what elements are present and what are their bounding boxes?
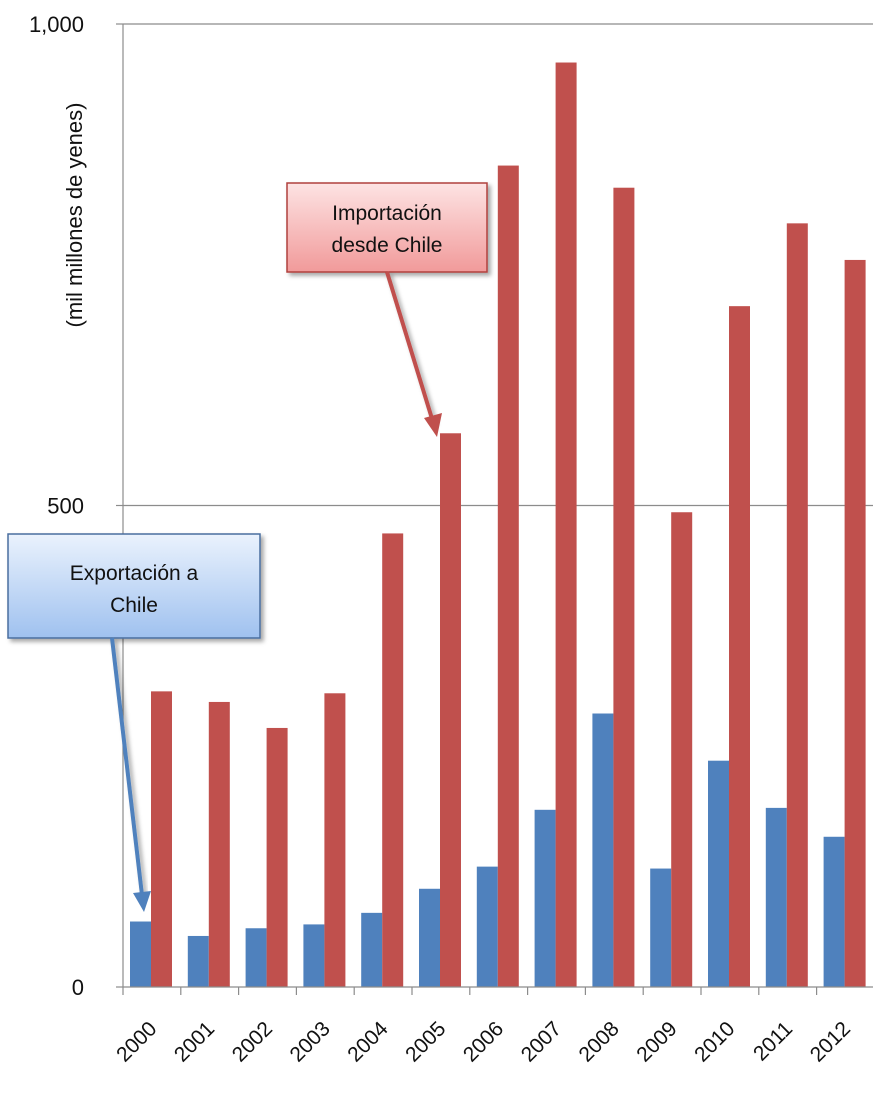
export-bar-2012 [823, 836, 845, 987]
import-bar-2008 [613, 187, 635, 987]
import-bar-2012 [844, 259, 866, 987]
axes [116, 23, 873, 995]
export-bar-2003 [303, 924, 325, 987]
import-bar-2005 [440, 433, 461, 987]
x-tick-label: 2000 [112, 1017, 161, 1066]
x-tick-label: 2010 [690, 1017, 739, 1066]
import-callout-arrow [385, 271, 442, 437]
y-axis-label: (mil millones de yenes) [62, 103, 87, 328]
import-bar-2007 [555, 62, 577, 987]
export-callout-line-2: Chile [110, 594, 158, 617]
import-bar-2003 [324, 693, 346, 987]
import-callout-line-2: desde Chile [332, 234, 443, 257]
x-tick-label: 2011 [749, 1017, 797, 1065]
import-callout-box [286, 182, 488, 273]
export-callout: Exportación a Chile [7, 533, 261, 639]
export-bar-2004 [361, 912, 383, 987]
export-bar-2010 [708, 760, 729, 987]
x-tick-label: 2004 [343, 1017, 393, 1067]
x-tick-label: 2005 [401, 1017, 450, 1066]
x-tick-label: 2008 [575, 1017, 624, 1066]
y-tick-label: 0 [72, 975, 84, 1000]
export-bar-2001 [187, 935, 209, 987]
y-tick-labels: 0 500 1,000 [29, 12, 84, 1000]
export-callout-arrow [110, 637, 151, 912]
x-tick-label: 2012 [806, 1017, 855, 1066]
x-tick-label: 2003 [286, 1017, 335, 1066]
export-bar-2005 [419, 888, 440, 987]
export-callout-box [7, 533, 261, 639]
x-tick-label: 2009 [632, 1017, 681, 1066]
import-bar-2004 [382, 533, 404, 987]
y-tick-label: 1,000 [29, 12, 84, 37]
import-bar-2010 [729, 306, 750, 987]
import-bar-2001 [208, 701, 230, 987]
export-bar-2007 [534, 809, 556, 987]
export-bar-2002 [245, 928, 267, 987]
x-tick-label: 2006 [459, 1017, 508, 1066]
export-bar-2006 [476, 866, 498, 987]
import-callout: Importación desde Chile [286, 182, 488, 273]
import-bar-2009 [671, 512, 693, 987]
import-bar-2006 [497, 165, 519, 987]
import-bar-2000 [151, 691, 172, 987]
x-tick-label: 2002 [228, 1017, 277, 1066]
bars [130, 62, 866, 987]
export-callout-line-1: Exportación a [70, 562, 199, 585]
import-callout-line-1: Importación [332, 202, 442, 225]
import-bar-2011 [786, 223, 808, 987]
import-bar-2002 [266, 727, 288, 987]
x-tick-label: 2001 [170, 1017, 219, 1066]
export-bar-2009 [650, 868, 672, 987]
export-bar-2008 [592, 713, 614, 987]
export-bar-2000 [130, 921, 151, 987]
x-tick-labels: 2000 2001 2002 2003 2004 2005 2006 2007 2008 2009… [112, 1017, 855, 1067]
x-tick-label: 2007 [517, 1017, 566, 1066]
y-tick-label: 500 [47, 494, 84, 519]
export-bar-2011 [765, 807, 787, 987]
